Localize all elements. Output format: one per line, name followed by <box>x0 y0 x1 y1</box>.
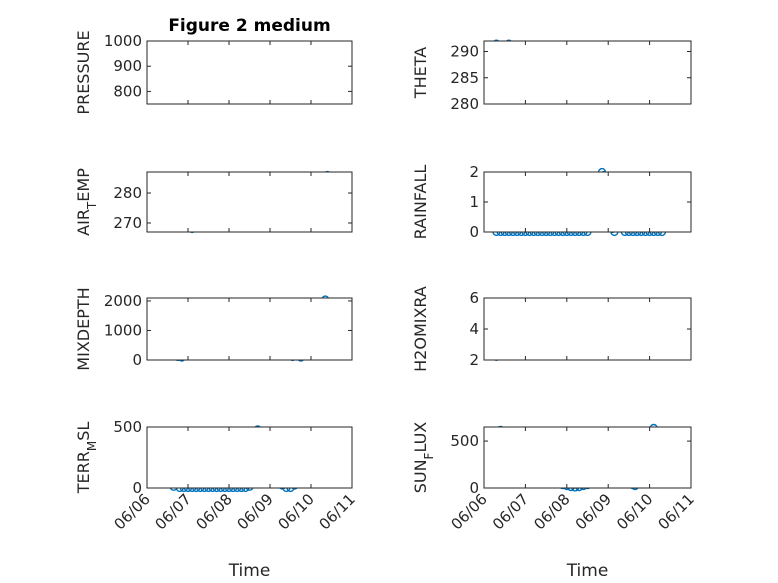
y-tick-label: 0 <box>469 223 479 241</box>
subplot-6: 2 4 6 H2OMIXRA <box>411 286 692 372</box>
y-tick-label: 290 <box>450 43 479 61</box>
x-tick-label: 06/07 <box>489 490 532 533</box>
y-tick-label: 0 <box>132 351 142 369</box>
subplot-8: 050006/0606/0706/0806/0906/1006/11TimeSU… <box>411 422 698 581</box>
axes-frame <box>483 297 692 361</box>
y-tick-label: 900 <box>113 57 142 75</box>
y-tick-label: 500 <box>450 432 479 450</box>
axes-frame <box>483 171 692 233</box>
x-tick-label: 06/09 <box>234 490 277 533</box>
y-tick-label: 270 <box>113 214 142 232</box>
axes-frame <box>483 426 692 489</box>
x-tick-label: 06/10 <box>275 490 318 533</box>
x-tick-label: 06/07 <box>152 490 195 533</box>
y-tick-label: 4 <box>469 320 479 338</box>
y-tick-label: 2000 <box>104 292 142 310</box>
x-tick-label: 06/08 <box>193 490 236 533</box>
figure-title: Figure 2 medium <box>168 16 330 36</box>
axes-frame <box>146 297 353 361</box>
y-tick-label: 280 <box>450 95 479 113</box>
x-tick-label: 06/10 <box>613 490 656 533</box>
y-tick-label: 800 <box>113 82 142 100</box>
subplot-1: 800 900 1000 PRESSURE <box>74 30 353 115</box>
y-tick-label: 0 <box>132 479 142 497</box>
axes-frame <box>146 426 353 489</box>
subplot-3: 270 280 AIRTEMP <box>74 168 353 236</box>
y-axis-label: MIXDEPTH <box>74 287 93 370</box>
axes-frame <box>146 40 353 105</box>
x-axis-label: Time <box>566 561 609 581</box>
axes-frame <box>146 171 353 233</box>
y-axis-label: TERRMSL <box>74 422 99 495</box>
y-axis-label: PRESSURE <box>74 30 93 114</box>
y-tick-label: 6 <box>469 289 479 307</box>
y-tick-label: 1000 <box>104 321 142 339</box>
y-axis-label: SUNFLUX <box>411 422 436 494</box>
y-tick-label: 1000 <box>104 32 142 50</box>
y-axis-label: THETA <box>411 47 430 99</box>
axes-frame <box>483 40 692 105</box>
y-tick-label: 2 <box>469 163 479 181</box>
x-tick-label: 06/09 <box>572 490 615 533</box>
subplot-7: 050006/0606/0706/0806/0906/1006/11TimeTE… <box>74 418 359 581</box>
subplot-4: 0 1 2 RAINFALL <box>411 163 692 241</box>
y-tick-label: 500 <box>113 418 142 436</box>
x-tick-label: 06/11 <box>316 490 359 533</box>
y-axis-label: RAINFALL <box>411 165 430 240</box>
y-tick-label: 2 <box>469 351 479 369</box>
y-tick-label: 280 <box>113 184 142 202</box>
y-axis-label: H2OMIXRA <box>411 286 430 372</box>
y-tick-label: 1 <box>469 193 479 211</box>
y-tick-label: 0 <box>469 479 479 497</box>
y-tick-label: 285 <box>450 69 479 87</box>
subplot-2: 280 285 290 THETA <box>411 39 692 113</box>
x-axis-label: Time <box>228 561 271 581</box>
x-tick-label: 06/08 <box>530 490 573 533</box>
subplot-5: 0 1000 2000 MIXDEPTH <box>74 287 353 371</box>
y-axis-label: AIRTEMP <box>74 168 99 236</box>
x-tick-label: 06/11 <box>655 490 698 533</box>
